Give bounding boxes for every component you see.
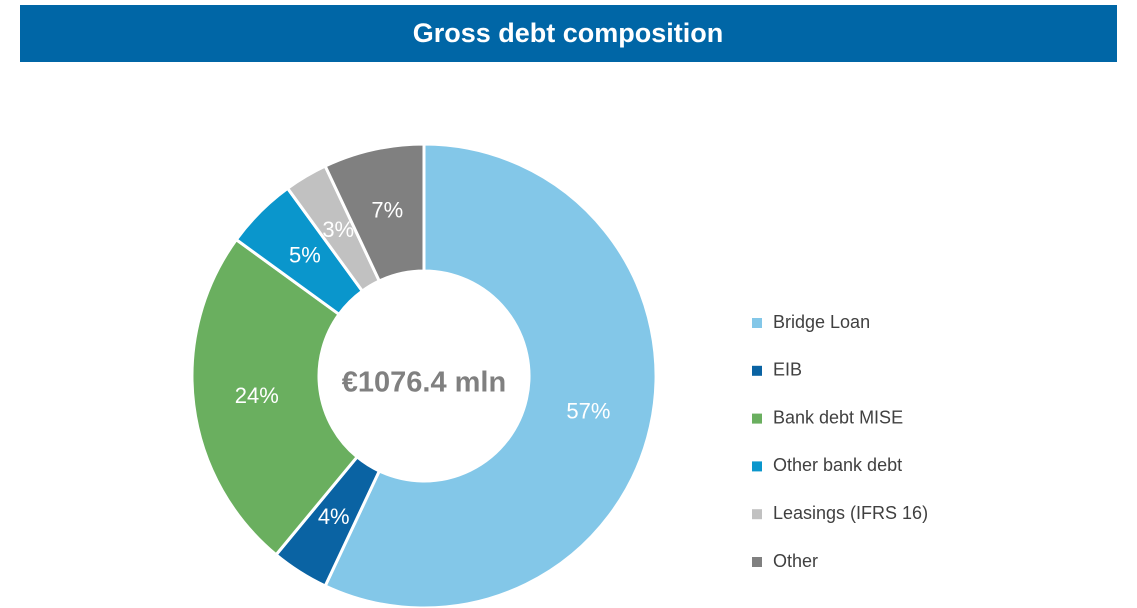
legend-label: Leasings (IFRS 16)	[773, 503, 928, 523]
legend-swatch	[752, 365, 762, 376]
data-label: 5%	[289, 243, 321, 268]
title-banner	[20, 5, 1117, 62]
legend-swatch	[752, 509, 762, 520]
donut-slice	[323, 142, 426, 283]
legend-swatch	[752, 413, 762, 424]
legend-swatch	[752, 461, 762, 472]
legend-swatch	[752, 557, 762, 567]
center-label: €1076.4 mln	[342, 367, 506, 399]
data-label: 7%	[371, 197, 403, 222]
legend-label: Other	[773, 551, 818, 571]
legend-label: EIB	[773, 360, 802, 380]
data-label: 24%	[235, 383, 279, 408]
legend-label: Other bank debt	[773, 455, 902, 475]
data-label: 57%	[566, 399, 610, 424]
legend-swatch	[752, 318, 762, 328]
data-label: 4%	[318, 504, 350, 529]
chart-title: Gross debt composition	[413, 18, 724, 48]
legend-label: Bank debt MISE	[773, 407, 903, 427]
donut-slice	[190, 237, 360, 557]
legend-label: Bridge Loan	[773, 312, 870, 332]
data-label: 3%	[322, 217, 354, 242]
